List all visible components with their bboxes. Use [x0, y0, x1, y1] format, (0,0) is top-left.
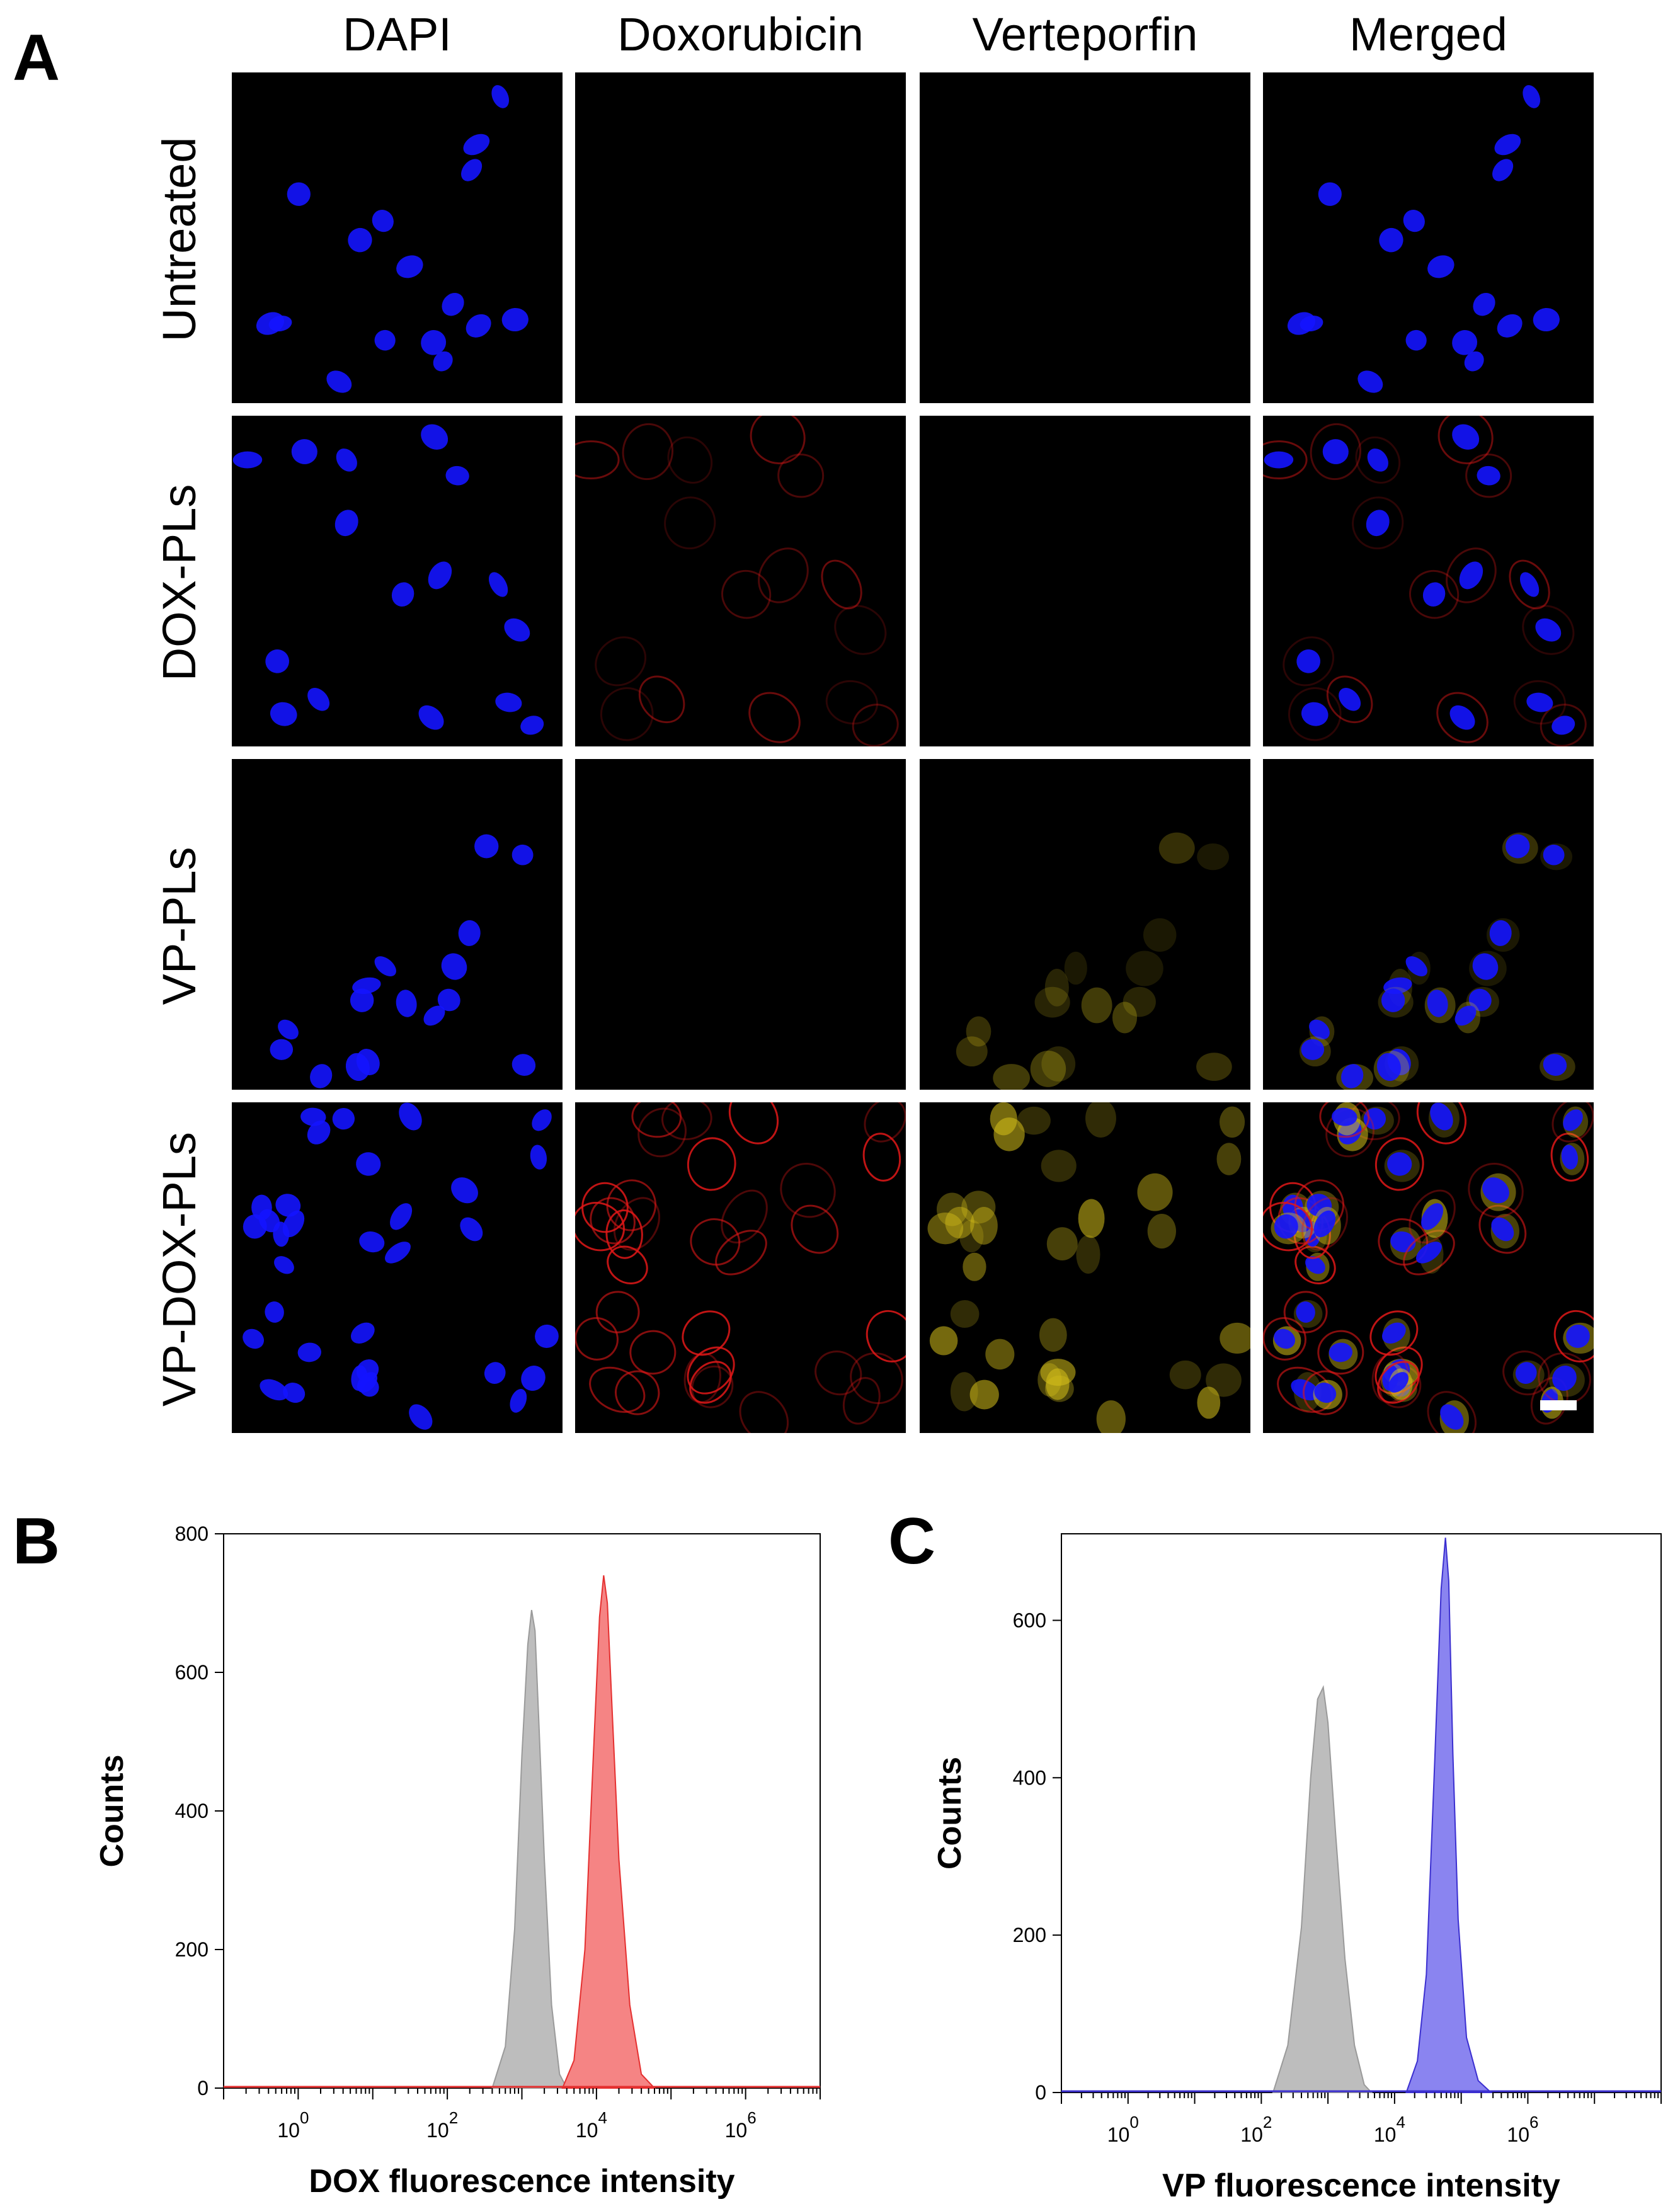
x-axis-title: VP fluorescence intensity	[1162, 2167, 1560, 2204]
histogram-series-1	[561, 1575, 656, 2089]
image-dox-pls-merged	[1263, 416, 1594, 746]
y-axis-title: Counts	[932, 1757, 968, 1870]
image-vp-dox-pls-dapi	[232, 1102, 563, 1433]
y-tick-label: 400	[175, 1800, 209, 1822]
x-axis-title: DOX fluorescence intensity	[309, 2163, 734, 2200]
x-tick-label: 104	[576, 2108, 607, 2142]
image-vp-dox-pls-verteporfin	[920, 1102, 1250, 1433]
y-axis-title: Counts	[94, 1754, 130, 1867]
scale-bar	[1540, 1400, 1577, 1410]
x-tick-label: 100	[277, 2108, 309, 2142]
image-dox-pls-verteporfin	[920, 416, 1250, 746]
image-untreated-doxorubicin	[575, 72, 906, 403]
histogram-series-0	[491, 1609, 568, 2089]
x-tick-label: 102	[426, 2108, 458, 2142]
image-vp-dox-pls-merged	[1263, 1102, 1594, 1433]
histogram-series-1	[1405, 1538, 1493, 2093]
y-tick-label: 400	[1013, 1766, 1046, 1789]
image-vp-pls-verteporfin	[920, 759, 1250, 1090]
panel-label-c: C	[888, 1505, 936, 1578]
y-tick-label: 0	[197, 2077, 209, 2099]
image-vp-pls-merged	[1263, 759, 1594, 1090]
histogram-dox: 0 200 400 600 800 100 102 104 106 DOX fluorescenc…	[94, 1522, 821, 2200]
histogram-series-0	[1272, 1685, 1373, 2093]
x-tick-label: 106	[1507, 2113, 1538, 2146]
image-untreated-merged	[1263, 72, 1594, 403]
x-tick-label: 106	[725, 2108, 757, 2142]
y-tick-label: 0	[1035, 2081, 1046, 2104]
image-dox-pls-doxorubicin	[575, 416, 906, 746]
image-dox-pls-dapi	[232, 416, 563, 746]
column-header-dapi: DAPI	[343, 8, 452, 60]
x-tick-label: 100	[1107, 2113, 1139, 2146]
plot-frame	[1061, 1533, 1662, 2093]
x-tick-label: 102	[1240, 2113, 1272, 2146]
column-header-merged: Merged	[1349, 8, 1507, 60]
y-tick-label: 600	[1013, 1609, 1046, 1631]
x-tick-label: 104	[1374, 2113, 1405, 2146]
panel-label-b: B	[13, 1505, 60, 1578]
y-tick-label: 200	[175, 1938, 209, 1961]
image-untreated-verteporfin	[920, 72, 1250, 403]
image-vp-pls-doxorubicin	[575, 759, 906, 1090]
image-untreated-dapi	[232, 72, 563, 403]
y-tick-label: 800	[175, 1522, 209, 1545]
image-vp-pls-dapi	[232, 759, 563, 1090]
y-tick-label: 200	[1013, 1924, 1046, 1946]
image-vp-dox-pls-doxorubicin	[575, 1102, 906, 1433]
column-header-verteporfin: Verteporfin	[972, 8, 1198, 60]
column-header-doxorubicin: Doxorubicin	[617, 8, 864, 60]
y-tick-label: 600	[175, 1661, 209, 1684]
panel-label-a: A	[13, 21, 60, 94]
